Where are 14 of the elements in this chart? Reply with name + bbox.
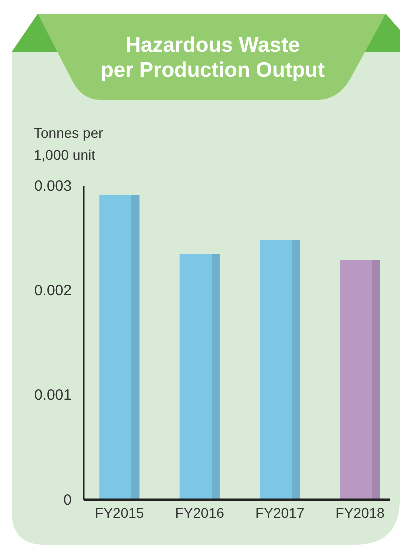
y-tick-label: 0.003 [34, 178, 72, 195]
x-tick-label: FY2017 [256, 504, 305, 521]
bar [100, 195, 140, 500]
y-axis-title: Tonnes per 1,000 unit [34, 125, 104, 163]
y-tick-label: 0.001 [34, 387, 72, 404]
x-tick-label: FY2018 [336, 504, 386, 521]
bar [340, 260, 380, 500]
y-tick-label: 0.002 [34, 282, 72, 300]
bar [260, 240, 300, 500]
chart-title: Hazardous Waste per Production Output [101, 34, 325, 82]
y-tick-label: 0 [64, 492, 72, 509]
x-tick-label: FY2016 [175, 504, 225, 521]
x-tick-label: FY2015 [95, 504, 144, 521]
bar [180, 254, 220, 500]
